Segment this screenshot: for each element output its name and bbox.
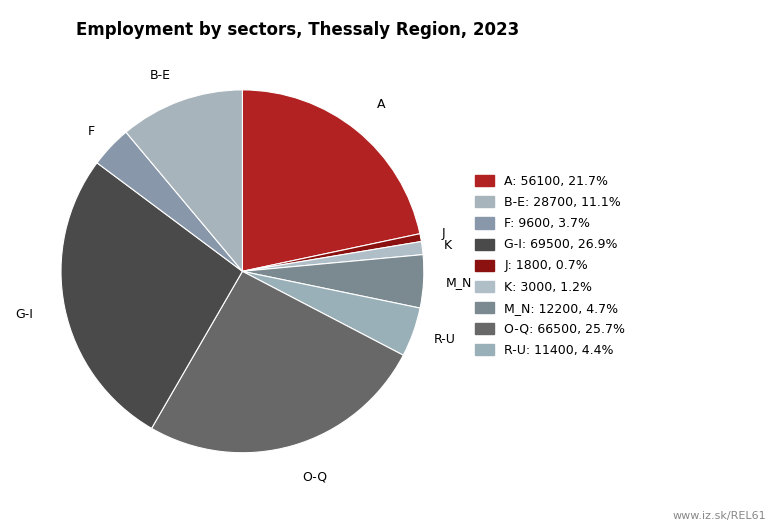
Wedge shape: [126, 90, 242, 271]
Text: M_N: M_N: [445, 276, 472, 289]
Text: R-U: R-U: [434, 333, 456, 346]
Wedge shape: [242, 271, 420, 355]
Wedge shape: [61, 163, 242, 428]
Wedge shape: [242, 255, 424, 308]
Text: Employment by sectors, Thessaly Region, 2023: Employment by sectors, Thessaly Region, …: [76, 21, 518, 39]
Text: G-I: G-I: [15, 308, 33, 321]
Text: F: F: [88, 125, 95, 138]
Legend: A: 56100, 21.7%, B-E: 28700, 11.1%, F: 9600, 3.7%, G-I: 69500, 26.9%, J: 1800, 0: A: 56100, 21.7%, B-E: 28700, 11.1%, F: 9…: [475, 175, 625, 357]
Text: O-Q: O-Q: [302, 470, 328, 484]
Wedge shape: [97, 132, 242, 271]
Text: J: J: [442, 227, 446, 240]
Text: B-E: B-E: [150, 69, 171, 82]
Wedge shape: [242, 234, 421, 271]
Wedge shape: [242, 242, 423, 271]
Text: A: A: [377, 98, 386, 112]
Wedge shape: [152, 271, 404, 453]
Text: K: K: [444, 239, 452, 252]
Wedge shape: [242, 90, 420, 271]
Text: www.iz.sk/REL61: www.iz.sk/REL61: [673, 511, 766, 521]
